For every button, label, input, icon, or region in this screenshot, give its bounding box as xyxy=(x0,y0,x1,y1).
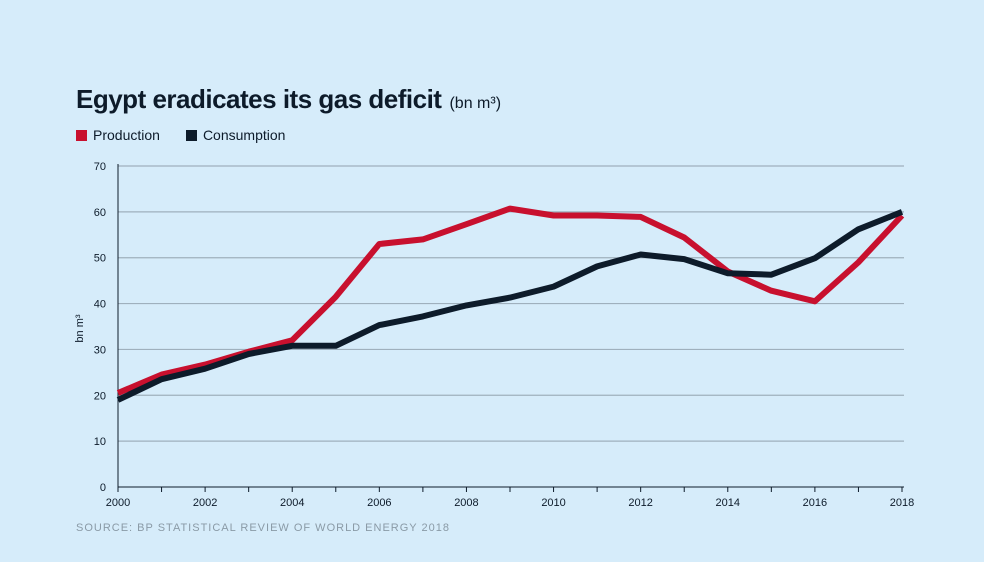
x-tick-label: 2010 xyxy=(541,497,565,509)
legend-item-consumption: Consumption xyxy=(185,127,286,143)
y-tick-label: 50 xyxy=(94,253,106,265)
legend-label-consumption: Consumption xyxy=(202,127,286,143)
legend-item-production: Production xyxy=(76,127,160,143)
y-tick-label: 10 xyxy=(94,436,106,448)
x-tick-label: 2004 xyxy=(280,497,304,509)
x-tick-label: 2002 xyxy=(193,497,217,509)
y-tick-label: 70 xyxy=(94,161,106,173)
y-tick-label: 30 xyxy=(94,344,106,356)
x-tick-label: 2016 xyxy=(803,497,827,509)
legend-swatch-production xyxy=(76,129,87,141)
y-tick-label: 0 xyxy=(100,482,106,494)
legend: Production Consumption xyxy=(76,127,285,143)
x-tick-label: 2008 xyxy=(454,497,478,509)
series-line-production xyxy=(116,205,905,396)
title-row: Egypt eradicates its gas deficit (bn m³) xyxy=(76,84,501,115)
y-axis-label: bn m³ xyxy=(74,314,86,342)
legend-label-production: Production xyxy=(93,127,160,143)
x-tick-label: 2000 xyxy=(106,497,130,509)
x-tick-label: 2014 xyxy=(716,497,740,509)
x-tick-label: 2018 xyxy=(890,497,914,509)
y-tick-label: 60 xyxy=(94,207,106,219)
y-tick-label: 20 xyxy=(94,390,106,402)
legend-swatch-consumption xyxy=(185,129,197,141)
source-note: SOURCE: BP STATISTICAL REVIEW OF WORLD E… xyxy=(76,522,450,534)
x-tick-label: 2012 xyxy=(628,497,652,509)
series-line-consumption xyxy=(116,209,904,403)
chart-title: Egypt eradicates its gas deficit xyxy=(76,84,442,114)
y-tick-label: 40 xyxy=(94,299,106,311)
x-tick-label: 2006 xyxy=(367,497,391,509)
title-unit: (bn m³) xyxy=(449,95,502,112)
